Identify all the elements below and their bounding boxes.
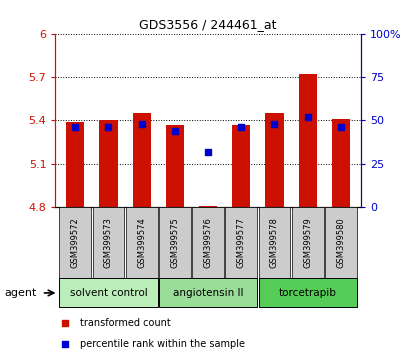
Text: solvent control: solvent control [70,288,147,298]
Bar [159,279,256,307]
Text: percentile rank within the sample: percentile rank within the sample [80,339,244,349]
Text: GSM399573: GSM399573 [104,217,113,268]
Bar [231,125,250,207]
Text: torcetrapib: torcetrapib [278,288,336,298]
Text: GSM399575: GSM399575 [170,217,179,268]
Point [237,125,244,130]
Bar [132,113,151,207]
Bar [291,207,323,278]
Text: angiotensin II: angiotensin II [173,288,243,298]
Point [61,341,67,347]
Text: GSM399580: GSM399580 [335,217,344,268]
Point [171,128,178,133]
Bar [99,120,117,207]
Bar [258,279,356,307]
Bar [92,207,124,278]
Point [270,121,277,127]
Text: GSM399574: GSM399574 [137,217,146,268]
Text: GSM399576: GSM399576 [203,217,212,268]
Bar [165,125,184,207]
Text: GSM399577: GSM399577 [236,217,245,268]
Point [337,125,343,130]
Point [61,320,67,326]
Point [303,114,310,120]
Bar [66,122,84,207]
Text: GSM399579: GSM399579 [302,217,311,268]
Bar [159,207,190,278]
Point [105,125,112,130]
Bar [258,207,290,278]
Bar [59,279,157,307]
Bar [126,207,157,278]
Text: transformed count: transformed count [80,318,170,328]
Bar [198,206,217,207]
Bar [298,74,316,207]
Bar [225,207,256,278]
Bar [324,207,356,278]
Bar [192,207,223,278]
Bar [331,119,349,207]
Text: GSM399578: GSM399578 [269,217,278,268]
Text: agent: agent [4,288,36,298]
Bar [265,113,283,207]
Text: GSM399572: GSM399572 [71,217,80,268]
Point [72,125,79,130]
Point [204,149,211,154]
Point [138,121,145,127]
Bar [59,207,91,278]
Title: GDS3556 / 244461_at: GDS3556 / 244461_at [139,18,276,31]
